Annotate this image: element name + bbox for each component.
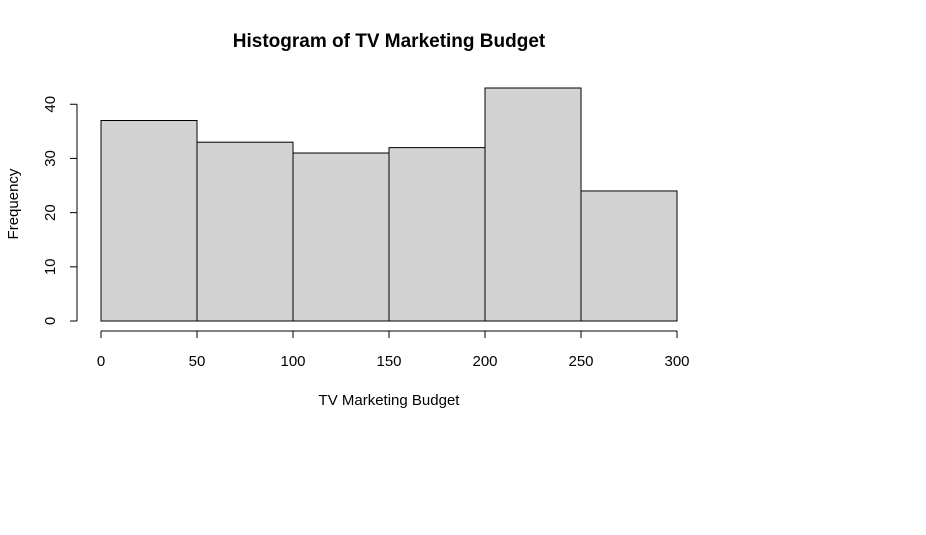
histogram-bar-1	[100, 120, 198, 322]
x-tick-label: 50	[189, 353, 206, 370]
histogram-bar-5	[484, 87, 582, 322]
y-axis: 0 10 20 30 40	[42, 96, 78, 325]
x-tick-label: 200	[472, 353, 497, 370]
y-tick-label: 10	[42, 258, 59, 275]
bars-group	[100, 87, 678, 322]
x-tick-label: 100	[280, 353, 305, 370]
y-tick-label: 30	[42, 150, 59, 167]
histogram-bar-3	[292, 152, 390, 322]
histogram-bar-6	[580, 190, 678, 322]
histogram-bar-2	[196, 141, 294, 322]
x-tick-label: 250	[568, 353, 593, 370]
y-tick-label: 0	[42, 317, 59, 325]
histogram-bar-4	[388, 147, 486, 322]
x-tick-label: 150	[376, 353, 401, 370]
x-axis-label: TV Marketing Budget	[319, 392, 461, 409]
y-axis-label: Frequency	[5, 168, 22, 239]
chart-title: Histogram of TV Marketing Budget	[233, 31, 546, 52]
x-tick-label: 0	[97, 353, 105, 370]
y-tick-label: 40	[42, 96, 59, 113]
x-axis: 0 50 100 150 200 250 300	[97, 330, 690, 370]
y-tick-label: 20	[42, 204, 59, 221]
x-tick-label: 300	[664, 353, 689, 370]
